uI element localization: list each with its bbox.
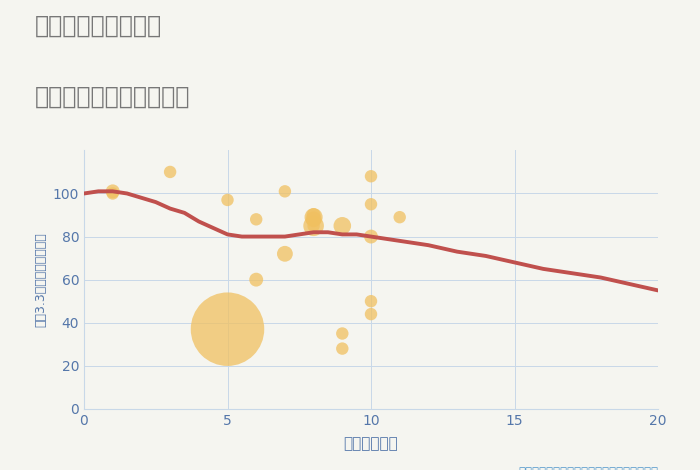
Text: 駅距離別中古戸建て価格: 駅距離別中古戸建て価格 bbox=[35, 85, 190, 109]
Point bbox=[279, 188, 290, 195]
Text: 円の大きさは、取引のあった物件面積を示す: 円の大きさは、取引のあった物件面積を示す bbox=[518, 466, 658, 470]
Point bbox=[164, 168, 176, 176]
Point bbox=[365, 310, 377, 318]
Point bbox=[337, 330, 348, 337]
Point bbox=[107, 188, 118, 195]
Y-axis label: 坪（3.3㎡）単価（万円）: 坪（3.3㎡）単価（万円） bbox=[34, 232, 47, 327]
Text: 愛知県瀬戸市平町の: 愛知県瀬戸市平町の bbox=[35, 14, 162, 38]
Point bbox=[308, 222, 319, 229]
Point bbox=[222, 196, 233, 204]
Point bbox=[251, 216, 262, 223]
Point bbox=[251, 276, 262, 283]
Point bbox=[222, 325, 233, 333]
Point bbox=[308, 216, 319, 223]
Point bbox=[279, 250, 290, 258]
Point bbox=[308, 212, 319, 219]
Point bbox=[365, 298, 377, 305]
Point bbox=[365, 233, 377, 240]
Point bbox=[337, 222, 348, 229]
Point bbox=[308, 213, 319, 221]
Point bbox=[394, 213, 405, 221]
Point bbox=[365, 172, 377, 180]
Point bbox=[308, 222, 319, 229]
Point bbox=[107, 190, 118, 197]
Point bbox=[337, 345, 348, 352]
Point bbox=[365, 201, 377, 208]
X-axis label: 駅距離（分）: 駅距離（分） bbox=[344, 436, 398, 451]
